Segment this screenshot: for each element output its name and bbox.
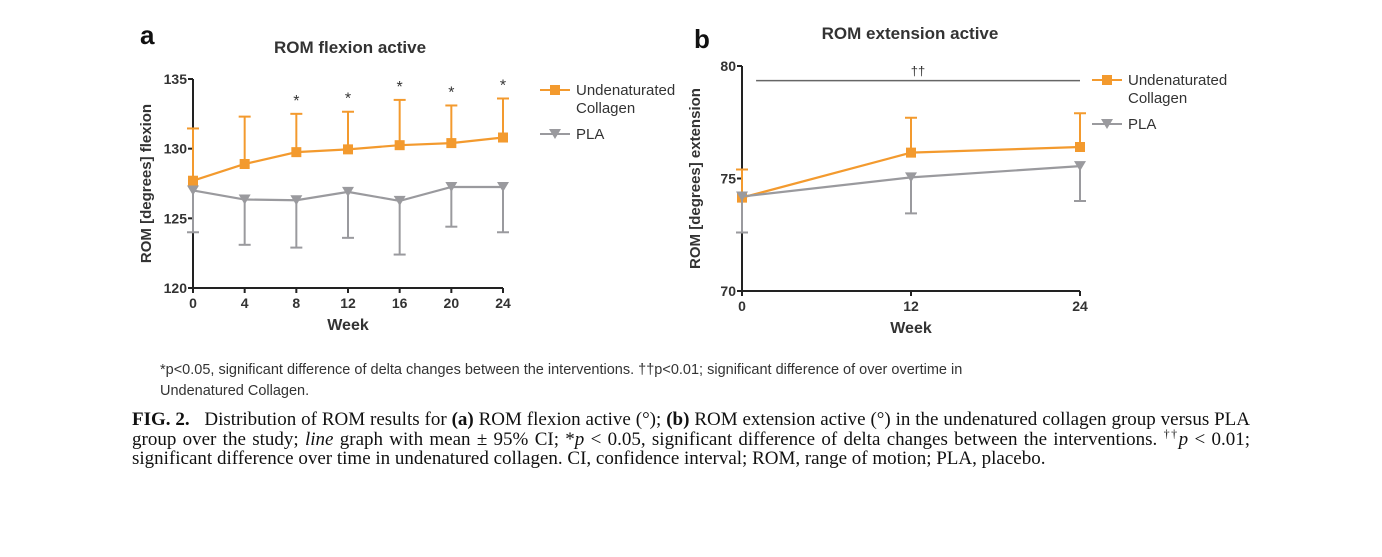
chart-panel-a: a ROM flexion active 120 125 130 135 0 4 8 12 16 20… bbox=[138, 20, 675, 334]
data-point bbox=[498, 132, 508, 143]
footnote-line-1: *p<0.05, significant difference of delta… bbox=[160, 362, 963, 378]
caption-text: Distribution of ROM results for bbox=[199, 409, 452, 430]
y-tick-label: 70 bbox=[720, 283, 736, 299]
legend-marker-collagen bbox=[1102, 75, 1112, 85]
data-point bbox=[238, 194, 251, 205]
x-tick-label: 12 bbox=[340, 295, 356, 311]
footnote-line-2: Undenatured Collagen. bbox=[160, 383, 310, 399]
data-point bbox=[342, 186, 354, 197]
caption-text: ROM extension active (°) in the undenatu… bbox=[132, 409, 1250, 450]
caption-italic: p bbox=[574, 428, 585, 450]
series-collagen bbox=[187, 97, 509, 186]
x-tick-label: 24 bbox=[1072, 298, 1088, 314]
data-point bbox=[393, 195, 406, 206]
data-point bbox=[446, 138, 457, 149]
x-tick-label: 4 bbox=[241, 295, 249, 311]
x-tick-label: 20 bbox=[444, 295, 460, 311]
data-point bbox=[906, 147, 916, 158]
caption-italic: line bbox=[304, 428, 334, 450]
series-pla bbox=[736, 161, 1086, 234]
caption-dagger: †† bbox=[1163, 426, 1179, 441]
y-tick-label: 120 bbox=[164, 280, 188, 296]
chart-title: ROM flexion active bbox=[274, 38, 426, 57]
y-tick-label: 75 bbox=[720, 171, 736, 187]
x-tick-label: 12 bbox=[903, 298, 919, 314]
legend-marker-pla bbox=[549, 129, 561, 139]
x-tick-label: 16 bbox=[392, 295, 408, 311]
data-point bbox=[1074, 161, 1086, 172]
legend-label-pla: PLA bbox=[576, 126, 604, 143]
data-point bbox=[291, 147, 302, 158]
legend-label-collagen: Undenaturated bbox=[576, 82, 675, 99]
caption-panel-a: (a) bbox=[451, 409, 474, 430]
data-point bbox=[736, 191, 748, 202]
x-tick-label: 0 bbox=[738, 298, 746, 314]
caption-text: < 0.01; significant difference over time… bbox=[132, 428, 1251, 469]
legend-label-collagen: Undenaturated bbox=[1128, 72, 1227, 89]
data-point bbox=[445, 181, 458, 192]
caption-italic: p bbox=[1178, 428, 1189, 450]
chart-title: ROM extension active bbox=[822, 24, 999, 43]
panel-label: b bbox=[694, 24, 710, 54]
data-point bbox=[239, 158, 250, 169]
data-point bbox=[394, 140, 405, 151]
legend-label-collagen: Collagen bbox=[576, 100, 635, 117]
x-axis-label: Week bbox=[327, 317, 369, 334]
legend-label-pla: PLA bbox=[1128, 116, 1156, 133]
y-axis-label: ROM [degrees] extension bbox=[687, 88, 704, 269]
data-point bbox=[1075, 142, 1085, 152]
legend-marker-collagen bbox=[550, 85, 560, 95]
caption-fig-label: FIG. 2. bbox=[132, 409, 190, 430]
x-axis-label: Week bbox=[890, 320, 932, 337]
caption-text: < 0.05, significant difference of delta … bbox=[584, 428, 1164, 450]
caption-text: graph with mean ± 95% CI; * bbox=[333, 428, 575, 450]
data-point bbox=[905, 172, 917, 183]
figure-footnote: *p<0.05, significant difference of delta… bbox=[160, 360, 1240, 402]
caption-panel-b: (b) bbox=[666, 409, 690, 430]
y-tick-label: 130 bbox=[164, 141, 188, 157]
y-tick-label: 135 bbox=[164, 71, 188, 87]
series-pla bbox=[187, 181, 509, 256]
y-axis-label: ROM [degrees] flexion bbox=[138, 104, 155, 263]
significance-asterisk: * bbox=[397, 79, 403, 96]
x-tick-label: 8 bbox=[292, 295, 300, 311]
data-point bbox=[188, 175, 198, 186]
data-point bbox=[497, 181, 509, 192]
x-tick-label: 0 bbox=[189, 295, 197, 311]
significance-asterisk: * bbox=[293, 93, 299, 110]
data-point bbox=[187, 185, 199, 196]
caption-text: ROM flexion active (°); bbox=[473, 409, 667, 430]
y-tick-label: 125 bbox=[164, 210, 188, 226]
figure-caption: FIG. 2. Distribution of ROM results for … bbox=[132, 410, 1250, 469]
legend-marker-pla bbox=[1101, 119, 1113, 129]
significance-asterisk: * bbox=[345, 91, 351, 108]
data-point bbox=[290, 195, 303, 206]
x-tick-label: 24 bbox=[495, 295, 511, 311]
panel-label: a bbox=[140, 20, 155, 50]
significance-asterisk: * bbox=[500, 78, 506, 95]
chart-panel-b: b ROM extension active 70 75 80 0 12 24 Week ROM … bbox=[687, 24, 1227, 337]
significance-asterisk: * bbox=[448, 84, 454, 101]
legend-label-collagen: Collagen bbox=[1128, 90, 1187, 107]
data-point bbox=[343, 144, 353, 155]
significance-dagger: †† bbox=[911, 64, 925, 79]
y-tick-label: 80 bbox=[720, 58, 736, 74]
